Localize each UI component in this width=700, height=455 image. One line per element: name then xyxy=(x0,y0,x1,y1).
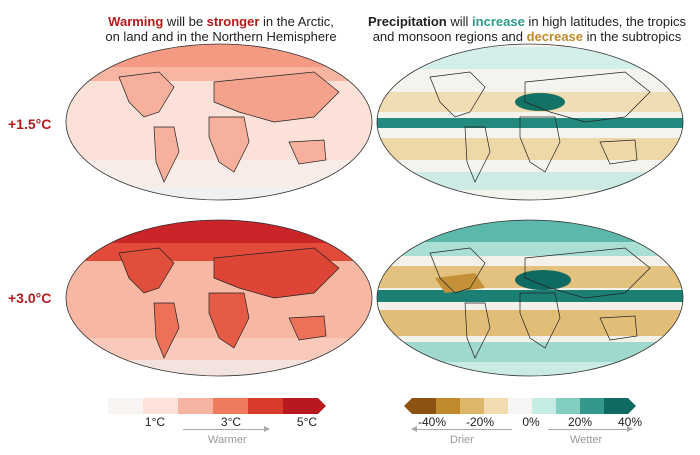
precip-tick: 20% xyxy=(567,415,593,429)
precip-title-line2b: in the subtropics xyxy=(583,29,682,44)
warming-swatch xyxy=(283,398,318,414)
drier-arrow xyxy=(411,426,512,432)
drier-label: Drier xyxy=(450,434,474,446)
warming-title-line2: on land and in the Northern Hemisphere xyxy=(105,29,337,44)
warming-swatch xyxy=(143,398,178,414)
precip-title-line2a: and monsoon regions and xyxy=(372,29,527,44)
precip-swatch xyxy=(484,398,508,414)
precip-title: Precipitation will increase in high lati… xyxy=(362,14,692,44)
warming-swatch xyxy=(108,398,143,414)
precip-tick: 40% xyxy=(617,415,643,429)
precip-legend-bar xyxy=(412,398,628,414)
warming-title-keyword: Warming xyxy=(108,14,164,29)
precip-swatch xyxy=(460,398,484,414)
precip-swatch xyxy=(412,398,436,414)
precip-title-text: will xyxy=(446,14,473,29)
warming-title-text-2: in the Arctic, xyxy=(259,14,334,29)
warming-tick: 5°C xyxy=(296,415,318,429)
warming-swatch xyxy=(248,398,283,414)
precip-title-text-2: in high latitudes, the tropics xyxy=(524,14,686,29)
warming-swatch xyxy=(178,398,213,414)
precip-tick: -20% xyxy=(465,415,495,429)
row-label-1-5: +1.5°C xyxy=(8,116,52,132)
warming-legend-bar xyxy=(108,398,318,414)
wetter-arrow xyxy=(548,426,633,432)
wetter-label: Wetter xyxy=(570,434,603,446)
warming-map-1-5 xyxy=(64,42,374,202)
warming-swatch xyxy=(213,398,248,414)
precip-title-decrease: decrease xyxy=(526,29,584,44)
warming-map-3-0 xyxy=(64,218,374,378)
row-label-3-0: +3.0°C xyxy=(8,290,52,306)
warming-title: Warming will be stronger in the Arctic, … xyxy=(56,14,386,44)
warming-legend-arrow-tip xyxy=(318,398,326,414)
precip-swatch xyxy=(556,398,580,414)
precip-swatch xyxy=(436,398,460,414)
warming-tick: 3°C xyxy=(220,415,242,429)
precip-map-1-5 xyxy=(375,42,685,202)
precip-title-keyword: Precipitation xyxy=(368,14,447,29)
precip-legend-arrow-right xyxy=(628,398,636,414)
precip-title-increase: increase xyxy=(472,14,525,29)
warmer-arrow xyxy=(183,426,270,432)
precip-legend-arrow-left xyxy=(404,398,412,414)
precip-swatch xyxy=(604,398,628,414)
precip-map-3-0 xyxy=(375,218,685,378)
precip-tick: -40% xyxy=(417,415,447,429)
warmer-label: Warmer xyxy=(208,434,247,446)
warming-title-text: will be xyxy=(163,14,207,29)
precip-swatch xyxy=(508,398,532,414)
precip-tick: 0% xyxy=(522,415,540,429)
precip-swatch xyxy=(532,398,556,414)
warming-tick: 1°C xyxy=(144,415,166,429)
precip-swatch xyxy=(580,398,604,414)
warming-title-stronger: stronger xyxy=(206,14,260,29)
